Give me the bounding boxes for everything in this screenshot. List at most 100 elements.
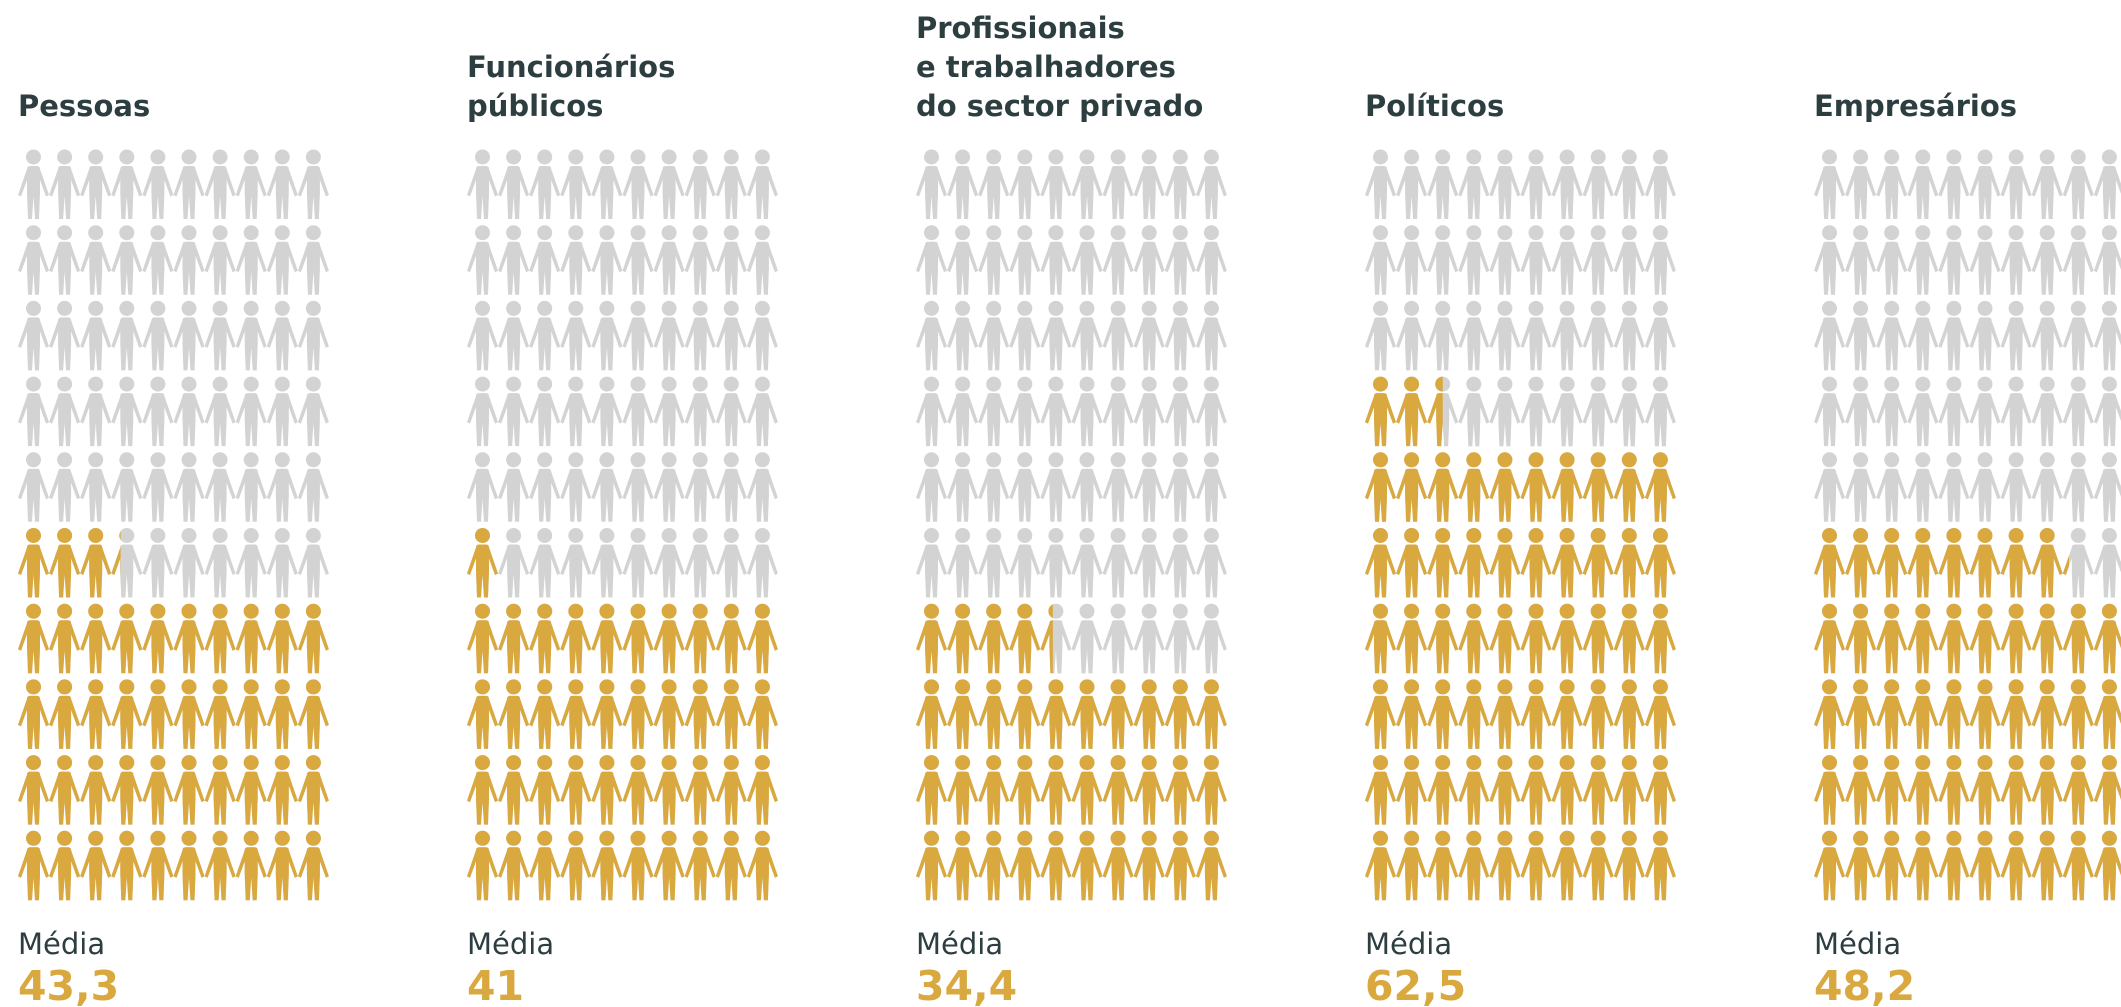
person-icon-filled (560, 679, 592, 749)
person-icon (1814, 300, 1845, 371)
person-icon (1164, 376, 1196, 447)
person-icon-filled (1195, 679, 1227, 749)
person-icon (978, 300, 1010, 371)
person-icon-filled (1071, 755, 1103, 825)
person-icon-filled (111, 755, 143, 825)
person-icon (1040, 376, 1072, 447)
person-icon (173, 300, 205, 371)
person-icon (1969, 149, 2001, 219)
person-icon-filled (622, 755, 654, 825)
person-icon (1071, 149, 1103, 219)
person-icon-filled (1489, 603, 1521, 674)
person-icon (529, 225, 561, 295)
person-icon (622, 225, 654, 295)
person-icon (622, 452, 654, 522)
person-icon (297, 528, 329, 598)
person-icon-filled (1009, 755, 1041, 825)
person-icon-filled (266, 679, 298, 749)
person-icon (947, 376, 979, 447)
person-icon-filled (1365, 603, 1396, 674)
person-icon-filled (1814, 528, 1845, 598)
person-icon (111, 376, 143, 447)
person-icon (1489, 300, 1521, 371)
person-icon (1938, 452, 1970, 522)
person-icon (1427, 225, 1459, 295)
person-icon (1551, 300, 1583, 371)
person-icon-filled (1102, 679, 1134, 749)
person-icon-filled (49, 603, 81, 674)
person-icon (2093, 225, 2121, 295)
person-icon (204, 452, 236, 522)
person-icon (1427, 300, 1459, 371)
person-icon-filled (1582, 755, 1614, 825)
person-icon-filled (1907, 528, 1939, 598)
person-icon-filled (1427, 452, 1459, 522)
person-icon-filled (1489, 528, 1521, 598)
person-icon (1396, 149, 1428, 219)
person-icon (498, 376, 530, 447)
person-icon (2062, 376, 2094, 447)
person-icon (111, 149, 143, 219)
person-icon-filled (1582, 679, 1614, 749)
person-icon (1458, 300, 1490, 371)
value-caption: Média (467, 927, 554, 961)
person-icon (235, 225, 267, 295)
person-icon-filled (2031, 679, 2063, 749)
person-icon (297, 376, 329, 447)
person-icon (2093, 376, 2121, 447)
person-icon-filled (2031, 603, 2063, 674)
person-icon (591, 225, 623, 295)
person-icon (947, 149, 979, 219)
person-icon (1133, 452, 1165, 522)
person-icon-filled (1845, 679, 1877, 749)
person-icon (1164, 603, 1196, 674)
person-icon-filled (1907, 603, 1939, 674)
person-icon-filled (1458, 755, 1490, 825)
person-icon (1814, 452, 1845, 522)
person-icon (2000, 300, 2032, 371)
person-icon-filled (1644, 755, 1676, 825)
person-icon (1133, 603, 1165, 674)
person-icon (715, 528, 747, 598)
person-icon (1040, 528, 1072, 598)
person-icon (266, 225, 298, 295)
person-icon-filled (1907, 755, 1939, 825)
person-icon-filled (1907, 830, 1939, 901)
person-icon (653, 376, 685, 447)
person-icon (235, 149, 267, 219)
person-icon-filled (266, 603, 298, 674)
person-icon (1845, 300, 1877, 371)
person-icon (1040, 225, 1072, 295)
person-icon (1582, 149, 1614, 219)
person-icon (1071, 300, 1103, 371)
person-icon (715, 149, 747, 219)
person-icon (142, 300, 174, 371)
person-icon (746, 225, 778, 295)
value-caption: Média (916, 927, 1003, 961)
person-icon-filled (1071, 830, 1103, 901)
person-icon-filled (204, 830, 236, 901)
person-icon (2093, 300, 2121, 371)
person-icon (622, 528, 654, 598)
person-icon-filled (684, 830, 716, 901)
person-icon (18, 225, 49, 295)
person-icon (1489, 149, 1521, 219)
person-icon (204, 528, 236, 598)
person-icon-filled (142, 679, 174, 749)
chart-title: do sector privado (916, 89, 1203, 123)
person-icon (591, 149, 623, 219)
person-icon-filled (1396, 528, 1428, 598)
person-icon-filled (1876, 528, 1908, 598)
person-icon-filled (1938, 830, 1970, 901)
person-icon-filled (18, 603, 49, 674)
person-icon (1907, 225, 1939, 295)
person-icon-filled (1938, 679, 1970, 749)
person-icon-filled (1876, 755, 1908, 825)
person-icon-filled (2062, 830, 2094, 901)
person-icon-filled (297, 679, 329, 749)
person-icon (49, 452, 81, 522)
person-icon-filled (947, 603, 979, 674)
person-icon (1133, 149, 1165, 219)
person-icon-filled (297, 603, 329, 674)
person-icon-filled (498, 830, 530, 901)
